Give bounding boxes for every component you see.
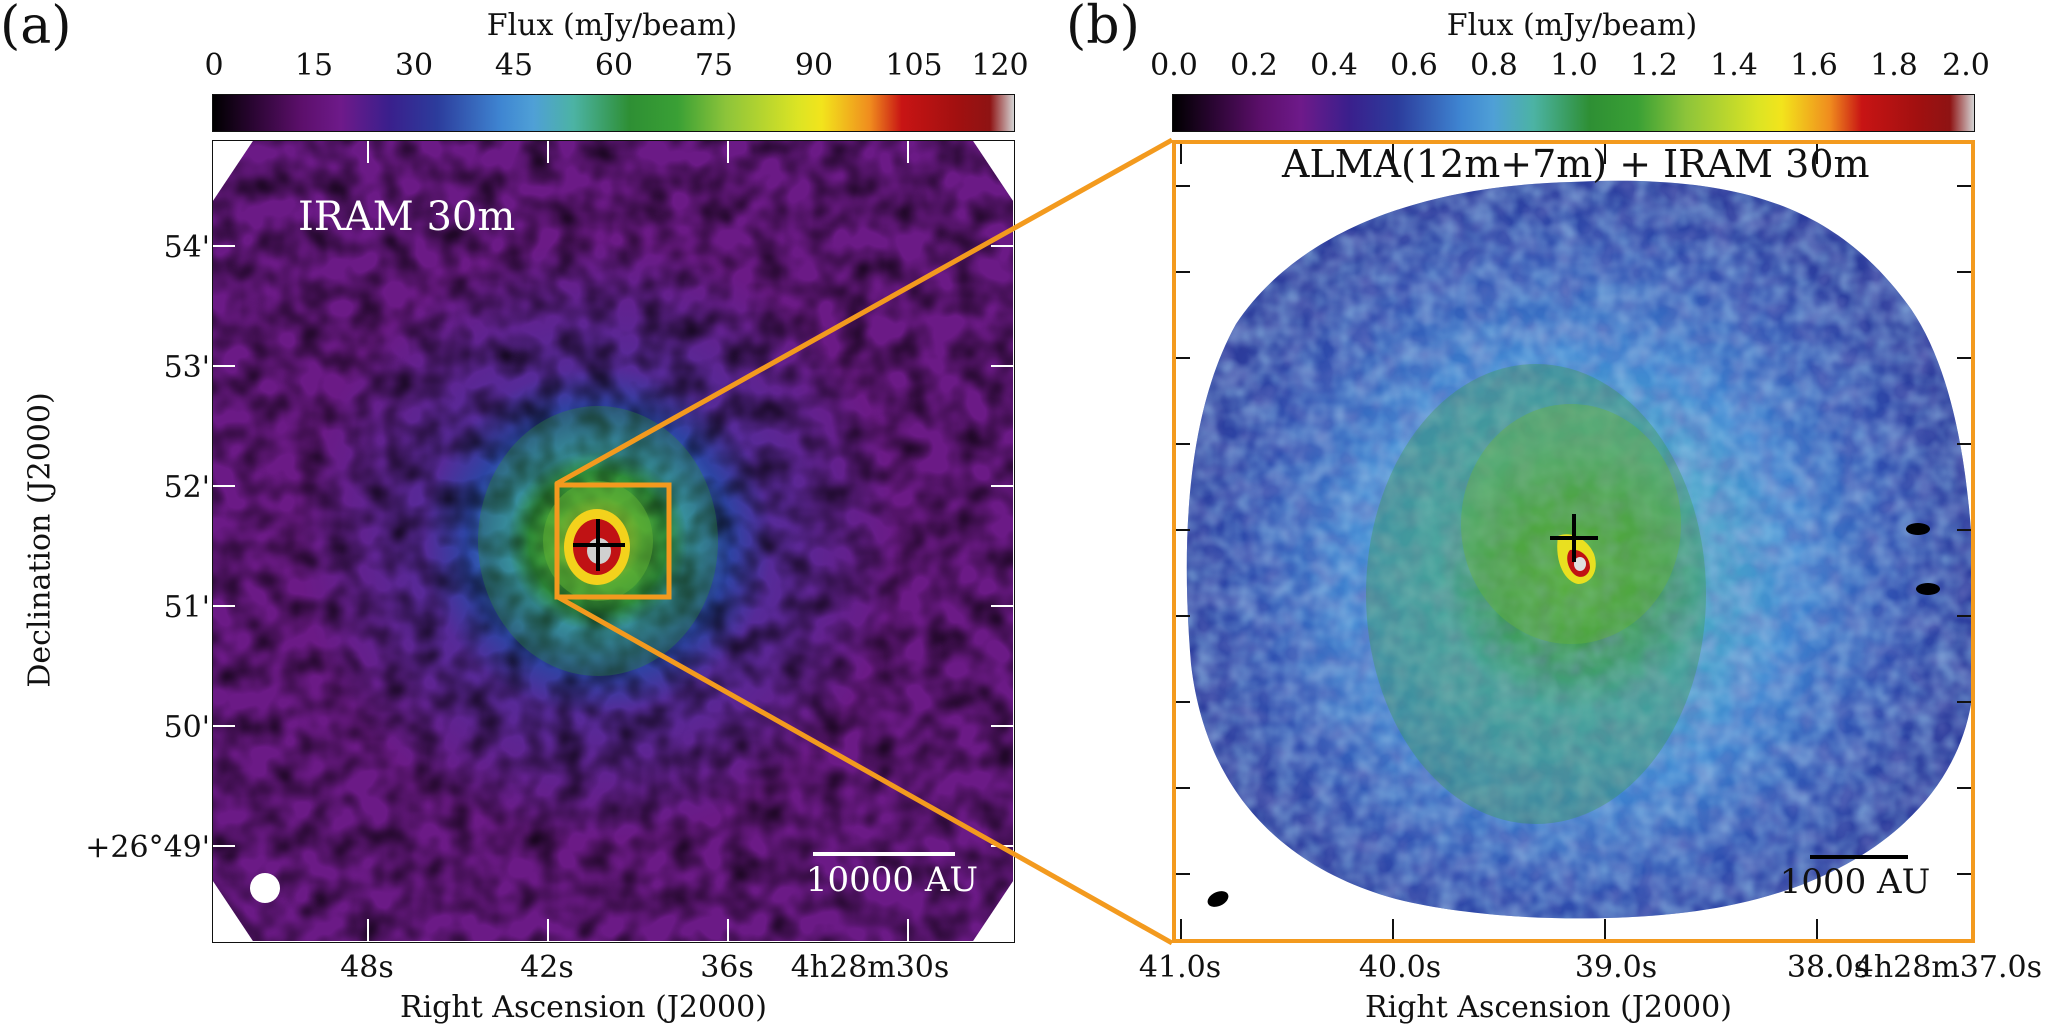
colorbar-tick-label: 0.4 xyxy=(1310,48,1358,83)
ra-tick-label: 48s xyxy=(340,950,394,985)
panel-b-map xyxy=(1172,140,1975,943)
dec-tick-label: 54' xyxy=(163,230,210,265)
colorbar-tick-label: 0.6 xyxy=(1390,48,1438,83)
ra-tick-label: 36s xyxy=(700,950,754,985)
ra-tick-label: 38.0s xyxy=(1786,950,1870,985)
noise-spot xyxy=(1916,583,1940,595)
colorbar-tick-label: 1.8 xyxy=(1870,48,1918,83)
panel-a-map-image xyxy=(213,141,1013,941)
colorbar-tick-label: 105 xyxy=(885,48,943,83)
ra-tick-label: 4h28m37.0s xyxy=(1854,950,2042,985)
core-peak xyxy=(1574,557,1586,571)
panel-b-scalebar-label: 1000 AU xyxy=(1779,862,1931,902)
dec-tick-label: +26°49' xyxy=(85,830,210,865)
dec-tick-label: 53' xyxy=(163,350,210,385)
panel-a-colorbar xyxy=(212,94,1015,132)
colorbar-tick-label: 0 xyxy=(204,48,224,83)
ra-tick-label: 4h28m30s xyxy=(790,950,950,985)
colorbar-tick-label: 60 xyxy=(594,48,634,83)
beam-ellipse xyxy=(250,873,280,903)
panel-a-instrument-label: IRAM 30m xyxy=(298,194,516,240)
ra-tick-label: 40.0s xyxy=(1358,950,1442,985)
panel-b-instrument-label: ALMA(12m+7m) + IRAM 30m xyxy=(1282,142,1870,186)
ra-tick-label: 41.0s xyxy=(1138,950,1222,985)
ra-tick-label: 42s xyxy=(520,950,574,985)
colorbar-tick-label: 90 xyxy=(794,48,834,83)
colorbar-tick-label: 30 xyxy=(394,48,434,83)
panel-a-ylabel: Declination (J2000) xyxy=(22,392,58,688)
panel-a-scalebar-label: 10000 AU xyxy=(805,860,979,900)
colorbar-tick-label: 120 xyxy=(971,48,1029,83)
panel-a-colorbar-title: Flux (mJy/beam) xyxy=(486,8,738,43)
colorbar-tick-label: 1.4 xyxy=(1710,48,1758,83)
panel-a-map xyxy=(212,140,1015,943)
panel-b-colorbar-title: Flux (mJy/beam) xyxy=(1446,8,1698,43)
panel-a-letter: (a) xyxy=(0,0,72,56)
colorbar-tick-label: 15 xyxy=(294,48,334,83)
colorbar-tick-label: 0.8 xyxy=(1470,48,1518,83)
colorbar-tick-label: 45 xyxy=(494,48,534,83)
dec-tick-label: 51' xyxy=(163,590,210,625)
ra-tick-label: 39.0s xyxy=(1574,950,1658,985)
beam-ellipse xyxy=(1207,891,1229,907)
panel-b-letter: (b) xyxy=(1066,0,1140,56)
noise-spot xyxy=(1906,523,1930,535)
colorbar-tick-label: 1.2 xyxy=(1630,48,1678,83)
panel-b-colorbar xyxy=(1172,94,1975,132)
dec-tick-label: 50' xyxy=(163,710,210,745)
colorbar-tick-label: 0.2 xyxy=(1230,48,1278,83)
colorbar-tick-label: 75 xyxy=(694,48,734,83)
colorbar-tick-label: 0.0 xyxy=(1150,48,1198,83)
colorbar-tick-label: 1.0 xyxy=(1550,48,1598,83)
dec-tick-label: 52' xyxy=(163,470,210,505)
colorbar-tick-label: 1.6 xyxy=(1790,48,1838,83)
panel-a-xlabel: Right Ascension (J2000) xyxy=(400,990,767,1025)
colorbar-tick-label: 2.0 xyxy=(1942,48,1990,83)
panel-b-map-image xyxy=(1176,144,1971,939)
panel-b-xlabel: Right Ascension (J2000) xyxy=(1365,990,1732,1025)
